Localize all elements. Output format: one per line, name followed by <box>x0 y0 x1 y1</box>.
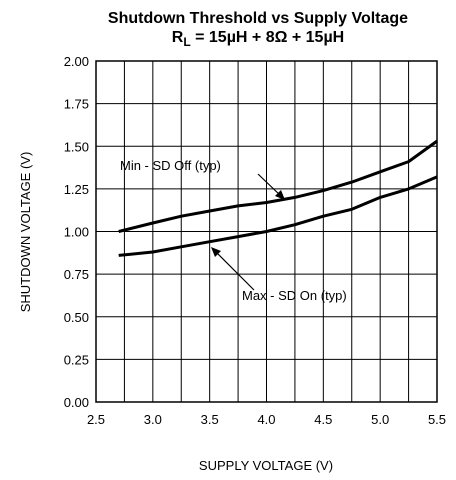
y-tick-label: 0.25 <box>64 352 89 367</box>
grid <box>96 61 437 402</box>
y-tick-label: 1.75 <box>64 97 89 112</box>
subtitle-suffix: = 15µH + 8Ω + 15µH <box>191 29 345 46</box>
y-axis-ticks: 0.00 0.25 0.50 0.75 1.00 1.25 1.50 1.75 2.00 <box>64 54 89 410</box>
arrowhead-max-sd-on <box>211 247 221 257</box>
x-axis-ticks: 2.5 3.0 3.5 4.0 4.5 5.0 5.5 <box>87 412 446 427</box>
x-tick-label: 2.5 <box>87 412 105 427</box>
y-tick-label: 0.00 <box>64 395 89 410</box>
y-tick-label: 0.75 <box>64 267 89 282</box>
x-tick-label: 4.5 <box>314 412 332 427</box>
y-axis-label: SHUTDOWN VOLTAGE (V) <box>18 152 33 313</box>
x-tick-label: 3.0 <box>144 412 162 427</box>
arrowhead-min-sd-off <box>275 190 285 200</box>
annotation-min-sd-off: Min - SD Off (typ) <box>120 158 221 173</box>
subtitle-subscript: L <box>183 35 190 49</box>
arrow-max-sd-on <box>213 249 255 291</box>
plot-frame <box>95 60 438 403</box>
y-tick-label: 1.00 <box>64 225 89 240</box>
series-group <box>118 139 438 257</box>
x-tick-label: 4.0 <box>257 412 275 427</box>
x-tick-label: 5.5 <box>428 412 446 427</box>
annotation-max-sd-on: Max - SD On (typ) <box>242 288 347 303</box>
y-tick-label: 1.25 <box>64 182 89 197</box>
x-tick-label: 3.5 <box>201 412 219 427</box>
chart-title: Shutdown Threshold vs Supply Voltage <box>108 10 408 27</box>
y-tick-label: 0.50 <box>64 310 89 325</box>
y-tick-label: 2.00 <box>64 54 89 69</box>
y-tick-label: 1.50 <box>64 139 89 154</box>
series-line-0 <box>118 139 438 233</box>
x-axis-label: SUPPLY VOLTAGE (V) <box>199 458 333 473</box>
chart-subtitle: RL = 15µH + 8Ω + 15µH <box>172 29 344 49</box>
subtitle-prefix: R <box>172 29 184 46</box>
x-tick-label: 5.0 <box>371 412 389 427</box>
series-line-1 <box>118 175 438 257</box>
